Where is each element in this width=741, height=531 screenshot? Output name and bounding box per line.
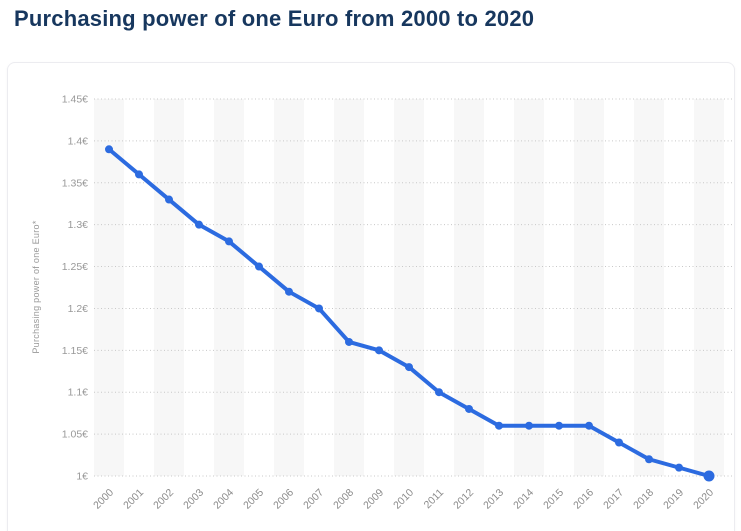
- x-tick-label: 2007: [301, 487, 326, 512]
- chart-card: 1.45€ 1.4€ 1.35€ 1.3€ 1.25€ 1.2€ 1.15€ 1.1€ 1.05…: [7, 62, 735, 531]
- plot-band: [574, 99, 604, 476]
- data-point: [225, 237, 233, 246]
- data-point: [585, 421, 593, 430]
- x-tick-label: 2016: [571, 487, 596, 512]
- x-tick-label: 2005: [241, 487, 266, 512]
- y-tick-label: 1.2€: [68, 303, 89, 315]
- plot-band: [184, 99, 214, 476]
- plot-band: [94, 99, 124, 476]
- plot-band: [694, 99, 724, 476]
- x-tick-label: 2002: [151, 487, 176, 512]
- data-point: [465, 404, 473, 413]
- data-point: [435, 388, 443, 397]
- y-tick-label: 1.4€: [68, 135, 89, 147]
- data-point: [315, 304, 323, 313]
- plot-band: [244, 99, 274, 476]
- x-tick-label: 2003: [181, 487, 206, 512]
- plot-band: [634, 99, 664, 476]
- x-tick-label: 2009: [361, 487, 386, 512]
- y-tick-label: 1.25€: [62, 261, 88, 273]
- plot-band: [514, 99, 544, 476]
- data-point: [105, 145, 113, 154]
- plot-band: [544, 99, 574, 476]
- data-point: [285, 287, 293, 296]
- x-tick-label: 2017: [601, 487, 626, 512]
- y-axis-title: Purchasing power of one Euro*: [31, 220, 41, 353]
- data-point: [255, 262, 263, 271]
- plot-band: [124, 99, 154, 476]
- x-tick-label: 2014: [511, 487, 536, 512]
- x-tick-label: 2015: [541, 487, 566, 512]
- data-point: [165, 195, 173, 204]
- plot-band: [304, 99, 334, 476]
- x-tick-label: 2018: [631, 487, 656, 512]
- data-point: [703, 470, 715, 482]
- plot-band: [394, 99, 424, 476]
- y-tick-label: 1.15€: [62, 345, 88, 357]
- data-point: [615, 438, 623, 447]
- x-tick-label: 2008: [331, 487, 356, 512]
- plot-band: [214, 99, 244, 476]
- data-point: [645, 455, 653, 464]
- plot-band: [664, 99, 694, 476]
- x-tick-label: 2004: [211, 487, 236, 512]
- y-tick-label: 1.05€: [62, 429, 88, 441]
- plot-band: [424, 99, 454, 476]
- y-tick-label: 1€: [76, 471, 88, 483]
- plot-band: [364, 99, 394, 476]
- y-tick-label: 1.35€: [62, 177, 88, 189]
- x-tick-label: 2020: [691, 487, 716, 512]
- x-tick-label: 2000: [91, 487, 116, 512]
- data-point: [375, 346, 383, 355]
- plot-band: [334, 99, 364, 476]
- data-point: [495, 421, 503, 430]
- data-point: [675, 463, 683, 472]
- y-tick-label: 1.3€: [68, 219, 89, 231]
- data-point: [555, 421, 563, 430]
- data-point: [525, 421, 533, 430]
- data-point: [135, 170, 143, 179]
- plot-band: [484, 99, 514, 476]
- y-tick-label: 1.1€: [68, 387, 89, 399]
- data-point: [345, 337, 353, 346]
- data-point: [195, 220, 203, 229]
- x-tick-label: 2019: [661, 487, 686, 512]
- data-point: [405, 363, 413, 372]
- plot-band: [274, 99, 304, 476]
- x-tick-label: 2001: [121, 487, 146, 512]
- x-tick-label: 2013: [481, 487, 506, 512]
- plot-band: [454, 99, 484, 476]
- x-tick-label: 2006: [271, 487, 296, 512]
- page-title: Purchasing power of one Euro from 2000 t…: [14, 6, 535, 31]
- plot-band: [154, 99, 184, 476]
- x-tick-label: 2010: [391, 487, 416, 512]
- plot-band: [604, 99, 634, 476]
- y-tick-label: 1.45€: [62, 94, 88, 106]
- line-chart: 1.45€ 1.4€ 1.35€ 1.3€ 1.25€ 1.2€ 1.15€ 1.1€ 1.05…: [31, 94, 733, 512]
- x-tick-label: 2012: [451, 487, 476, 512]
- x-tick-label: 2011: [422, 487, 447, 512]
